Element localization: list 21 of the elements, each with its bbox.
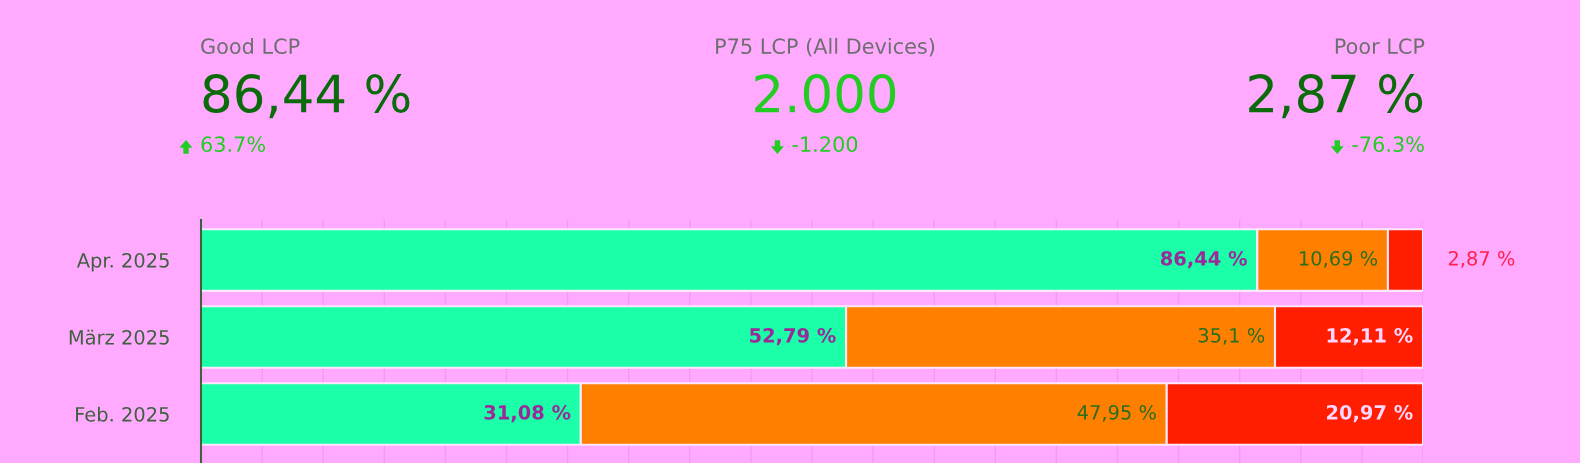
y-tick-label: Feb. 2025 [76,406,169,422]
text: Good LCP [201,37,300,55]
y-tick-label: Apr. 2025 [76,252,169,272]
text: -1.200 [792,136,858,153]
data-label: 20,97 % [1327,404,1413,423]
text: -76.3% [1352,136,1424,153]
data-label: 86,44 % [1160,250,1247,269]
text: Poor LCP [1335,38,1425,55]
text: 86,44 % [203,74,410,119]
data-label: 52,79 % [750,327,836,346]
text: P75 LCP (All Devices) [716,37,935,57]
data-label: 47,95 % [1077,404,1156,422]
text: 63.7% [201,136,266,153]
data-label: 2,87 % [1448,250,1515,268]
data-label: 31,08 % [484,404,571,423]
data-label: 35,1 % [1198,327,1265,345]
data-label: 10,69 % [1299,250,1378,268]
y-tick-label: März 2025 [69,329,169,345]
text: 2,87 % [1249,74,1423,119]
text: 2.000 [755,74,896,113]
data-label: 12,11 % [1327,327,1413,346]
